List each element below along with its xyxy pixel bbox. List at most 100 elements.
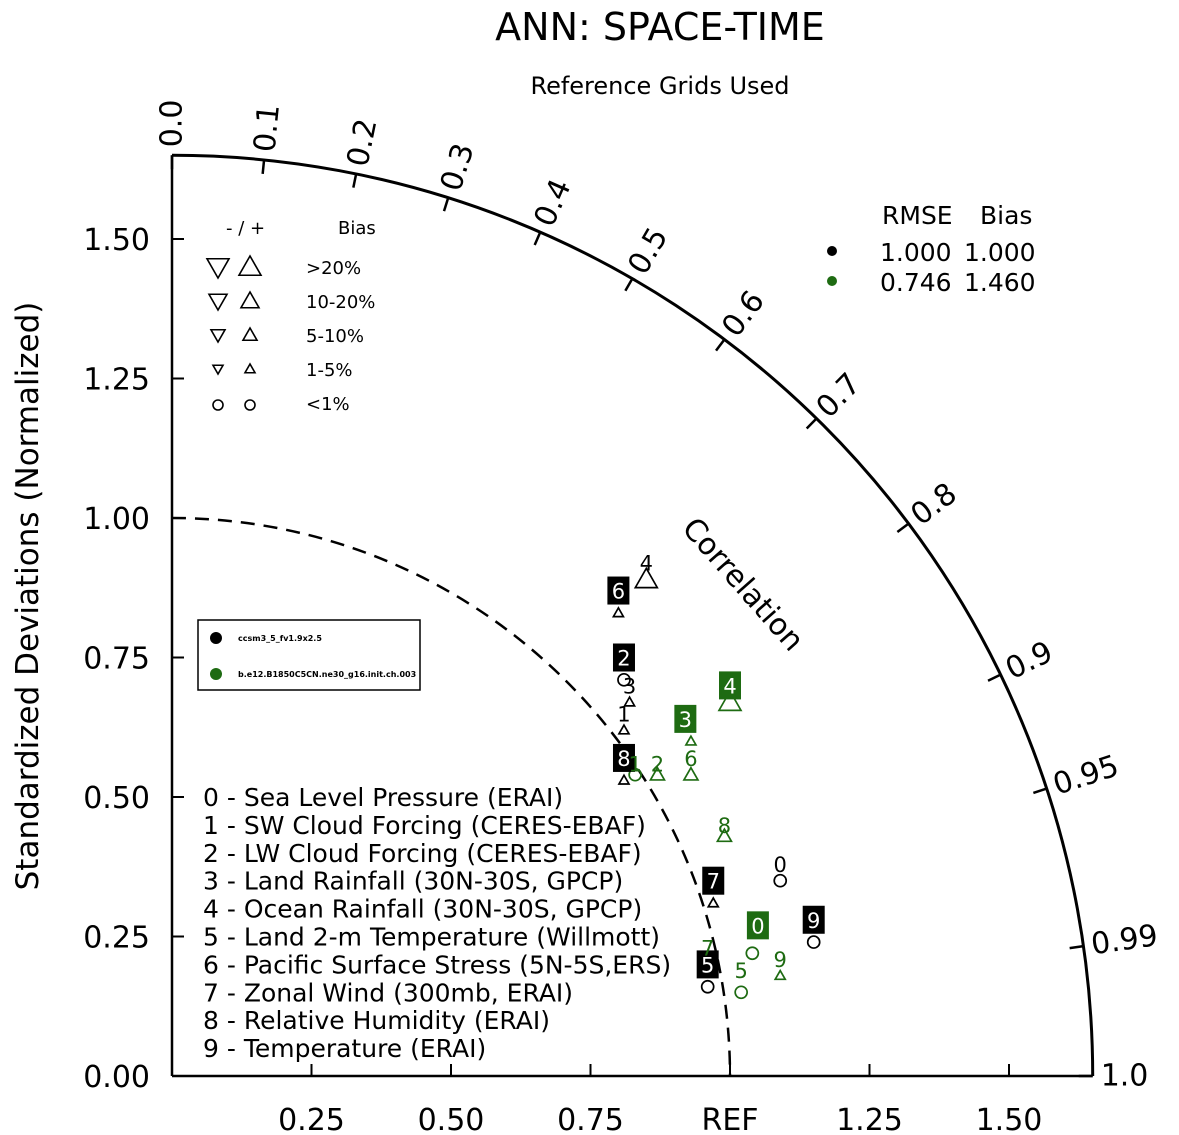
bias-key-up-triangle (241, 326, 259, 342)
x-tick-label: REF (701, 1103, 758, 1135)
data-label-number: 7 (701, 937, 714, 961)
x-tick-label: 0.50 (418, 1103, 485, 1135)
correlation-tick-label: 0.9 (1000, 635, 1058, 687)
data-label-number: 3 (623, 674, 636, 698)
y-tick-label: 1.25 (83, 363, 150, 398)
data-label-box (612, 643, 635, 672)
data-label-number: 5 (734, 959, 747, 983)
variable-list-item: 1 - SW Cloud Forcing (CERES-EBAF) (203, 811, 646, 840)
y-tick-label: 0.00 (83, 1060, 150, 1095)
data-point-circle (806, 935, 821, 949)
data-label-number: 8 (617, 747, 630, 771)
correlation-axis-title: Correlation (675, 511, 811, 658)
bias-key-range: 10-20% (306, 292, 375, 313)
data-label-number: 8 (718, 814, 731, 838)
data-point-triangle (773, 968, 787, 981)
plot-frame (170, 153, 1095, 1078)
data-label-box (746, 911, 769, 940)
correlation-tick-mark (715, 338, 726, 352)
correlation-tick-label: 0.7 (810, 366, 868, 425)
bias-column-title: Bias (980, 201, 1032, 230)
case-legend-name: ccsm3_5_fv1.9x2.5 (238, 634, 322, 643)
bias-key-up-triangle (243, 362, 257, 374)
bias-key-range: <1% (306, 394, 350, 415)
correlation-tick-mark (442, 197, 450, 212)
data-point-triangle (648, 765, 666, 781)
rmse-key-title: RMSE (882, 201, 953, 230)
data-label-number: 9 (807, 909, 820, 933)
case-legend-dot (210, 632, 222, 644)
data-label-number: 6 (684, 747, 697, 771)
data-label-number: 6 (612, 580, 625, 604)
bias-value: 1.460 (964, 268, 1036, 297)
data-label-box (696, 950, 719, 979)
correlation-tick-label: 0.5 (621, 222, 675, 281)
correlation-tick-label: 0.2 (341, 116, 385, 170)
data-point-triangle (611, 606, 625, 618)
bias-key-down-triangle (205, 257, 231, 280)
bias-key-down-triangle (209, 328, 227, 344)
data-point-triangle (706, 896, 720, 908)
variable-list-item: 5 - Land 2-m Temperature (Willmott) (203, 923, 660, 952)
bias-key-up-triangle (239, 290, 261, 309)
correlation-tick-label: 0.8 (904, 476, 963, 533)
correlation-tick-mark (261, 159, 266, 174)
chart-subtitle: Reference Grids Used (530, 72, 789, 100)
outer-arc (171, 153, 1095, 1077)
data-point-triangle (684, 734, 698, 746)
correlation-tick-label: 0.3 (434, 139, 482, 195)
variable-list-item: 6 - Pacific Surface Stress (5N-5S,ERS) (203, 950, 671, 979)
correlation-tick-mark (1032, 787, 1048, 795)
y-tick-label: 0.50 (83, 781, 150, 816)
data-point-triangle (633, 566, 659, 589)
data-point-circle (617, 672, 631, 687)
rmse-key-dot (827, 276, 837, 286)
data-label-number: 0 (774, 853, 787, 877)
y-tick-label: 0.75 (83, 642, 150, 677)
data-label-number: 2 (617, 647, 630, 671)
correlation-tick-mark (352, 173, 358, 188)
bias-key-range: 5-10% (306, 326, 364, 347)
variable-list-item: 2 - LW Cloud Forcing (CERES-EBAF) (203, 839, 642, 868)
data-label-number: 2 (651, 753, 664, 777)
case-legend: ccsm3_5_fv1.9x2.5 b.e12.B1850C5CN.ne30_g1… (197, 619, 421, 691)
data-point-triangle (717, 689, 743, 712)
data-label-number: 0 (751, 914, 764, 938)
correlation-tick-mark (1069, 944, 1084, 950)
case-legend-name: b.e12.B1850C5CN.ne30_g16.init.ch.003 (238, 670, 416, 679)
variable-list-item: 9 - Temperature (ERAI) (203, 1034, 486, 1063)
bias-key-legend: - / + Bias >20% 10-20% 5-10% 1-5% <1% (205, 218, 376, 415)
y-tick-label: 1.50 (83, 223, 150, 258)
x-tick-label: 0.75 (557, 1103, 624, 1135)
data-point-triangle (715, 827, 733, 843)
bias-key-circle (212, 399, 224, 411)
chart-title: ANN: SPACE-TIME (495, 5, 825, 49)
case-legend-dot (210, 668, 222, 680)
correlation-tick-label: 0.6 (715, 284, 772, 343)
x-tick-label: 1.25 (836, 1103, 903, 1135)
correlation-tick-mark (896, 522, 910, 533)
data-label-box (802, 905, 825, 934)
correlation-tick-mark (533, 231, 542, 246)
bias-key-down-triangle (211, 364, 225, 376)
correlation-tick-mark (805, 417, 818, 430)
variable-list: 0 - Sea Level Pressure (ERAI)1 - SW Clou… (203, 783, 671, 1063)
reference-arc (171, 516, 732, 1077)
y-tick-label: 1.00 (83, 502, 150, 537)
data-label-number: 7 (707, 870, 720, 894)
data-point-circle (773, 873, 788, 888)
data-label-number: 1 (617, 702, 630, 726)
data-label-box (612, 743, 635, 772)
bias-value: 1.000 (964, 238, 1036, 267)
data-point-circle (745, 946, 760, 961)
data-point-triangle (617, 723, 631, 735)
rmse-key-dot (827, 246, 837, 256)
data-label-box (702, 866, 725, 895)
bias-key-signs: - / + (226, 218, 265, 239)
correlation-tick-label: 0.0 (155, 100, 190, 148)
x-tick-label: 0.25 (278, 1103, 345, 1135)
correlation-tick-label: 0.1 (247, 103, 287, 154)
bias-key-circle (244, 399, 256, 411)
